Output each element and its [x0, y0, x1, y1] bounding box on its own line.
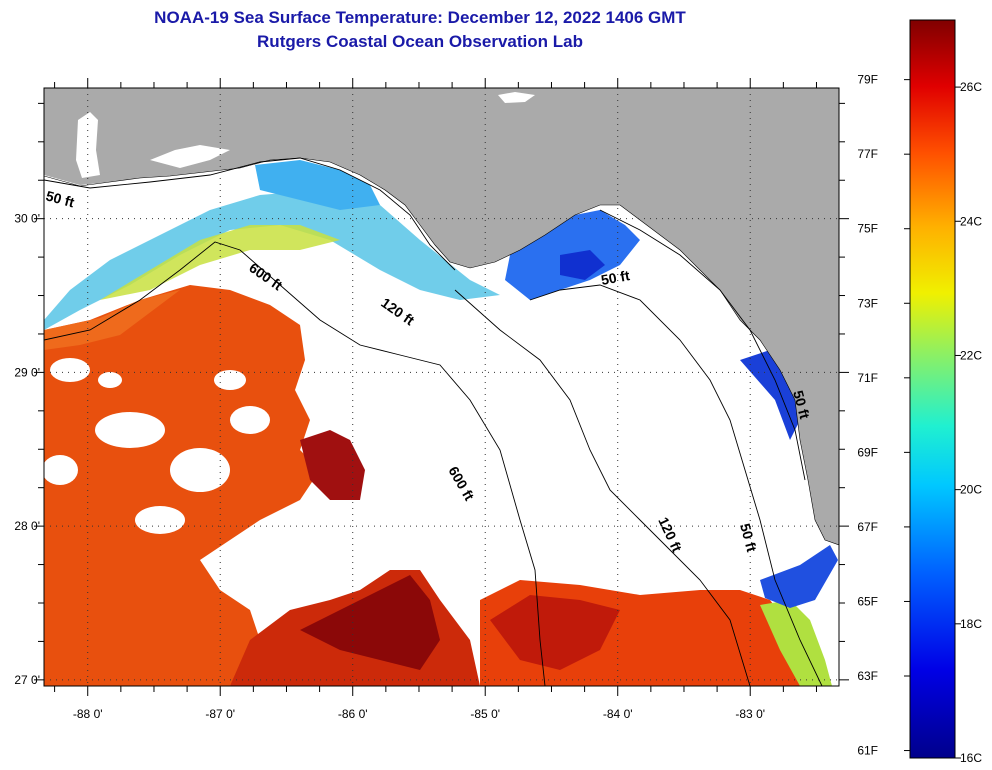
- cool-water-north-band: [44, 190, 500, 330]
- lat-label: 27 0': [14, 673, 40, 687]
- lat-label: 30 0': [14, 212, 40, 226]
- colorbar-f-label: 63F: [857, 669, 878, 683]
- colorbar-f-label: 75F: [857, 222, 878, 236]
- colorbar-c-label: 22C: [960, 348, 982, 362]
- lon-label: -83 0': [735, 707, 765, 721]
- green-water-north-band: [100, 225, 340, 300]
- very-cold-water-big-bend: [560, 250, 605, 280]
- lon-label: -85 0': [470, 707, 500, 721]
- pensacola-bay: [150, 145, 230, 168]
- colorbar-c-label: 18C: [960, 617, 982, 631]
- contour-label-50ft-south: 50 ft: [737, 522, 760, 554]
- colorbar-f-label: 67F: [857, 520, 878, 534]
- hot-water-south-east: [490, 595, 620, 670]
- contour-label-50ft-west: 50 ft: [44, 187, 76, 210]
- colorbar-f-label: 65F: [857, 594, 878, 608]
- lat-label: 29 0': [14, 365, 40, 379]
- colorbar-f-label: 69F: [857, 445, 878, 459]
- map-subtitle: Rutgers Coastal Ocean Observation Lab: [257, 32, 583, 51]
- colorbar-f-label: 77F: [857, 147, 878, 161]
- longitude-labels: -88 0' -87 0' -86 0' -85 0' -84 0' -83 0': [73, 707, 765, 721]
- cold-water-florida-south: [760, 545, 838, 608]
- lat-label: 28 0': [14, 519, 40, 533]
- colorbar-f-label: 73F: [857, 296, 878, 310]
- mobile-bay: [76, 112, 100, 178]
- colorbar-c-label: 24C: [960, 214, 982, 228]
- contour-label-50ft-east: 50 ft: [790, 389, 813, 421]
- latitude-labels: 30 0' 29 0' 28 0' 27 0': [14, 212, 40, 687]
- colorbar-c-label: 16C: [960, 751, 982, 765]
- inland-water: [498, 92, 535, 103]
- coastline: [44, 157, 839, 546]
- lon-label: -87 0': [205, 707, 235, 721]
- graticule: [44, 88, 839, 686]
- lon-label: -84 0': [603, 707, 633, 721]
- colorbar-f-label: 61F: [857, 744, 878, 758]
- cloud-patches-west: [44, 358, 270, 534]
- colorbar-f-label: 79F: [857, 73, 878, 87]
- lon-label: -86 0': [338, 707, 368, 721]
- map-title: NOAA-19 Sea Surface Temperature: Decembe…: [154, 8, 686, 27]
- hot-water-center: [300, 430, 365, 500]
- cool-water-panhandle: [255, 160, 380, 210]
- warm-water-west-2: [44, 290, 180, 350]
- cool-water-florida-south: [760, 600, 832, 686]
- colorbar-f-label: 71F: [857, 371, 878, 385]
- colorbar-c-label: 20C: [960, 483, 982, 497]
- lon-label: -88 0': [73, 707, 103, 721]
- land-gulf-coast: [44, 88, 839, 545]
- hot-water-south-center: [300, 575, 440, 670]
- colorbar-ticks: 79F 77F 75F 73F 71F 69F 67F 65F 63F 61F 26C 24C 22C 2…: [857, 73, 982, 765]
- axis-ticks: [34, 78, 849, 696]
- colorbar-c-label: 26C: [960, 80, 982, 94]
- bathymetry-contours: [44, 157, 823, 686]
- contour-label-50ft-bigbend: 50 ft: [600, 267, 631, 288]
- colorbar: [909, 19, 956, 759]
